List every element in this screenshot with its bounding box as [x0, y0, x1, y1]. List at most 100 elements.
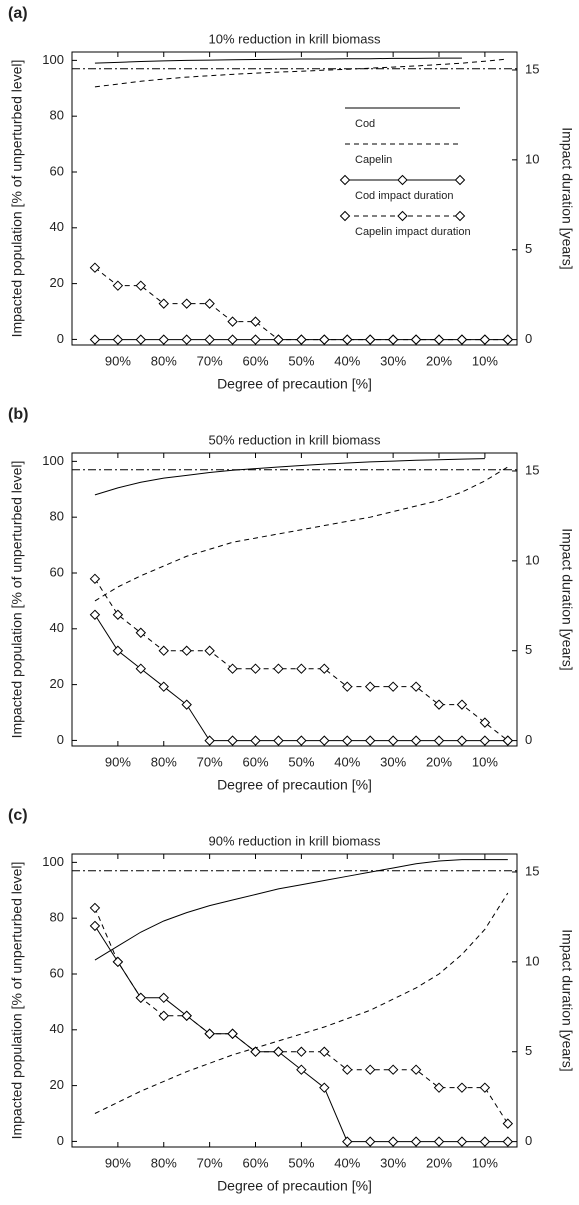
diamond-marker [364, 1136, 376, 1147]
diamond-marker [296, 1064, 307, 1075]
diamond-marker [250, 663, 261, 674]
series-line [94, 614, 508, 742]
diamond-marker [342, 735, 353, 746]
diamond-marker [296, 1046, 307, 1057]
plot-frame [71, 452, 518, 747]
y-tick-label: 40 [50, 620, 64, 635]
diamond-marker [342, 1136, 353, 1147]
y-tick-label: 40 [50, 219, 64, 234]
diamond-marker [410, 1064, 422, 1075]
x-tick-label: 60% [242, 353, 268, 368]
diamond-marker [433, 699, 445, 710]
y2-tick-label: 5 [525, 241, 532, 256]
panel-label: (b) [8, 406, 28, 423]
diamond-marker [433, 1082, 445, 1093]
diamond-marker [387, 334, 399, 345]
diamond-marker [250, 1046, 261, 1057]
diamond-marker [319, 663, 330, 674]
diamond-marker [135, 334, 147, 345]
diamond-marker [319, 735, 330, 746]
x-tick-label: 10% [472, 1155, 498, 1170]
diamond-marker [296, 663, 307, 674]
diamond-marker [319, 1082, 330, 1093]
diamond-marker [181, 645, 192, 656]
chart-title: 10% reduction in krill biomass [209, 31, 381, 46]
diamond-marker [433, 334, 445, 345]
y-tick-label: 60 [50, 163, 64, 178]
diamond-marker [112, 645, 124, 656]
diamond-marker [158, 992, 169, 1004]
y-tick-label: 100 [42, 52, 64, 67]
x-tick-label: 40% [334, 754, 360, 769]
x-tick-label: 80% [151, 353, 177, 368]
diamond-marker [181, 1010, 192, 1021]
diamond-marker [89, 262, 101, 273]
y-tick-label: 80 [50, 108, 64, 123]
diamond-marker [250, 334, 261, 345]
y-tick-label: 20 [50, 676, 64, 691]
series-line [94, 57, 462, 64]
x-tick-label: 10% [472, 353, 498, 368]
series-line [94, 859, 508, 961]
x-tick-label: 90% [105, 754, 131, 769]
diamond-marker [135, 992, 147, 1004]
x-tick-label: 50% [288, 754, 314, 769]
diamond-marker [112, 956, 124, 968]
y-tick-label: 20 [50, 1077, 64, 1092]
y2-axis-label: Impact duration [years] [559, 127, 575, 269]
y2-tick-label: 0 [525, 732, 532, 747]
diamond-marker [502, 1118, 514, 1129]
diamond-marker [410, 1136, 422, 1147]
diamond-marker [456, 334, 468, 345]
series-line [94, 58, 508, 88]
chart-title: 90% reduction in krill biomass [209, 833, 381, 848]
diamond-marker [158, 681, 169, 692]
diamond-marker [364, 681, 376, 692]
diamond-marker [227, 316, 238, 327]
x-tick-label: 20% [426, 754, 452, 769]
series-line [94, 267, 508, 341]
diamond-marker [158, 334, 169, 345]
diamond-marker [250, 735, 261, 746]
legend-label: Cod impact duration [355, 190, 453, 202]
diamond-marker [410, 735, 422, 746]
y-tick-label: 0 [57, 1133, 64, 1148]
x-tick-label: 70% [197, 1155, 223, 1170]
y2-tick-label: 15 [525, 462, 539, 477]
y-tick-label: 40 [50, 1021, 64, 1036]
y-tick-label: 100 [42, 854, 64, 869]
x-tick-label: 30% [380, 1155, 406, 1170]
y2-tick-label: 0 [525, 331, 532, 346]
x-tick-label: 60% [242, 754, 268, 769]
diamond-marker [456, 1136, 468, 1147]
x-tick-label: 70% [197, 754, 223, 769]
y2-tick-label: 0 [525, 1133, 532, 1148]
diamond-marker [342, 681, 353, 692]
y-tick-label: 100 [42, 453, 64, 468]
series-line [94, 458, 485, 496]
y2-axis-label: Impact duration [years] [559, 528, 575, 670]
plot-frame [71, 853, 518, 1148]
diamond-marker [296, 334, 307, 345]
diamond-marker [181, 334, 192, 345]
diamond-marker [387, 735, 399, 746]
x-tick-label: 90% [105, 1155, 131, 1170]
legend-marker [339, 210, 351, 222]
y2-tick-label: 10 [525, 151, 539, 166]
legend-marker [454, 210, 466, 222]
diamond-marker [89, 334, 101, 345]
diamond-marker [227, 735, 238, 746]
diamond-marker [112, 334, 124, 345]
x-tick-label: 80% [151, 1155, 177, 1170]
x-axis-label: Degree of precaution [%] [217, 777, 372, 793]
y-axis-label: Impacted population [% of unperturbed le… [9, 461, 25, 739]
diamond-marker [181, 699, 192, 710]
x-tick-label: 60% [242, 1155, 268, 1170]
x-tick-label: 10% [472, 754, 498, 769]
diamond-marker [342, 1064, 353, 1075]
legend-label: Capelin [355, 154, 392, 166]
x-tick-label: 40% [334, 353, 360, 368]
diamond-marker [479, 717, 491, 728]
legend-marker [454, 174, 466, 186]
